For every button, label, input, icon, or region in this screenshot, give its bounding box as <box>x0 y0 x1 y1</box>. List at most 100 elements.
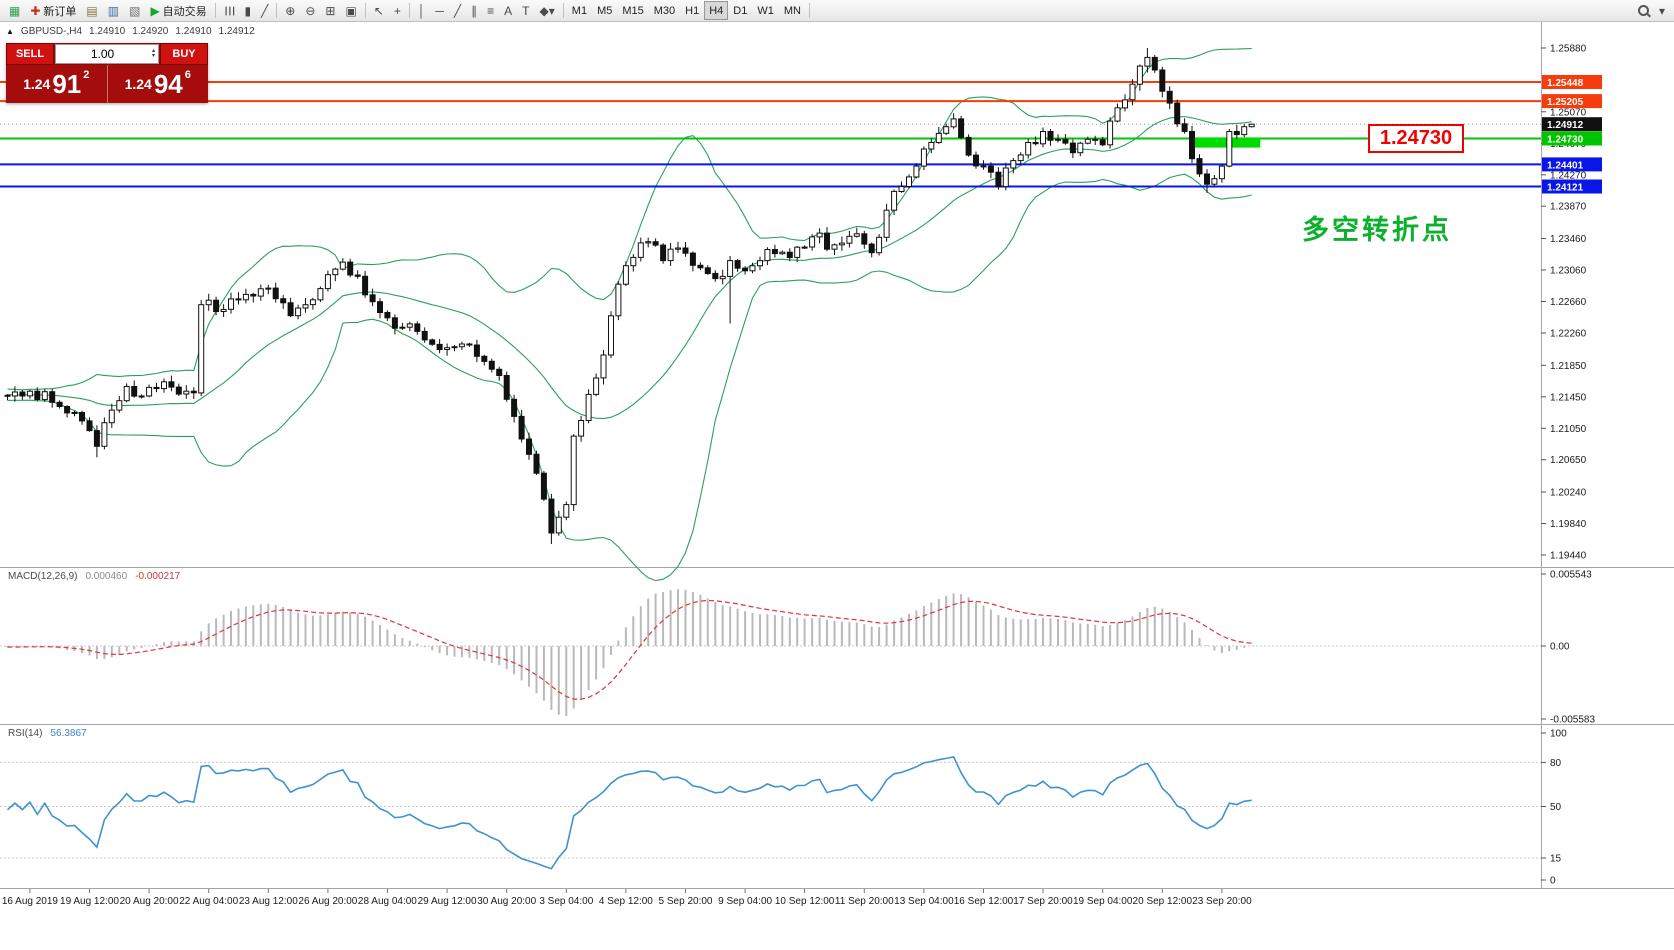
panel-separators[interactable] <box>0 567 1674 889</box>
svg-text:13 Sep 04:00: 13 Sep 04:00 <box>894 896 954 907</box>
chart-symbol-header: ▲ GBPUSD-,H4 1.24910 1.24920 1.24910 1.2… <box>6 26 255 37</box>
macd-main-value: 0.000460 <box>85 571 128 582</box>
volume-spin-down-icon[interactable]: ▾ <box>151 53 155 59</box>
chart-window[interactable]: 1.258801.250701.246701.242701.238701.234… <box>0 22 1674 950</box>
volume-spin-up-icon[interactable]: ▴ <box>151 48 155 54</box>
buy-button[interactable]: BUY <box>160 43 208 65</box>
timeframe-d1-button[interactable]: D1 <box>728 1 752 20</box>
horizontal-line-objects <box>0 81 1541 188</box>
text-icon[interactable]: A <box>499 1 517 20</box>
svg-text:30 Aug 20:00: 30 Aug 20:00 <box>477 896 536 907</box>
chart-profiles-icon-glyph: ▤ <box>86 3 98 18</box>
magnifier-glass-icon <box>1637 5 1649 16</box>
svg-text:23 Aug 12:00: 23 Aug 12:00 <box>239 896 298 907</box>
timeframe-m5-button[interactable]: M5 <box>592 1 617 20</box>
vertical-line-icon[interactable]: │ <box>413 1 431 20</box>
svg-text:0.005543: 0.005543 <box>1550 570 1592 581</box>
svg-text:16 Aug 2019: 16 Aug 2019 <box>2 896 59 907</box>
navigator-icon[interactable]: ▧ <box>124 1 145 20</box>
toolbar-more-icon-glyph: ▾ <box>1658 3 1665 18</box>
macd-indicator-label: MACD(12,26,9) 0.000460 -0.000217 <box>8 571 180 582</box>
new-order-button-label: 新订单 <box>43 5 77 18</box>
timeframe-m15-button-label: M15 <box>622 4 644 17</box>
one-click-trading-panel: SELL ▴ ▾ BUY 1.24 91 2 1.24 <box>6 43 208 103</box>
horizontal-line-icon[interactable]: ─ <box>430 1 449 20</box>
svg-text:1.19440: 1.19440 <box>1550 551 1587 562</box>
new-order-button[interactable]: ✚ 新订单 <box>25 1 81 20</box>
timeframe-h1-button[interactable]: H1 <box>680 1 704 20</box>
timeframe-h4-button[interactable]: H4 <box>704 1 729 20</box>
svg-text:19 Sep 04:00: 19 Sep 04:00 <box>1073 896 1133 907</box>
timeframe-w1-button-label: W1 <box>757 4 774 17</box>
sell-price-point: 2 <box>83 69 90 81</box>
app-logo-icon-glyph: ▦ <box>9 3 21 18</box>
label-icon-glyph: T <box>522 3 530 18</box>
zoom-out-icon[interactable]: ⊖ <box>300 1 320 20</box>
volume-spinner[interactable]: ▴ ▾ <box>149 48 158 59</box>
shapes-dropdown-icon[interactable]: ◆▾ <box>535 1 560 20</box>
toolbar-more-icon[interactable]: ▾ <box>1654 1 1670 20</box>
candlestick-type-icon[interactable]: ▮ <box>239 1 256 20</box>
autotrading-button[interactable]: ▶ 自动交易 <box>145 1 211 20</box>
svg-text:1.24730: 1.24730 <box>1547 135 1584 146</box>
label-icon[interactable]: T <box>517 1 534 20</box>
svg-text:1.21850: 1.21850 <box>1550 361 1587 372</box>
zoom-in-icon-glyph: ⊕ <box>285 3 296 18</box>
time-axis[interactable]: 16 Aug 2019 19 Aug 12:00 20 Aug 20:00 22 Au… <box>2 889 1252 907</box>
trendline-icon[interactable]: ╱ <box>449 1 466 20</box>
ohlc-low: 1.24910 <box>175 26 212 37</box>
ohlc-close: 1.24912 <box>218 26 255 37</box>
macd-signal-line <box>7 599 1252 700</box>
channel-icon[interactable]: ∥ <box>466 1 482 20</box>
buy-price-pips: 94 <box>153 69 183 99</box>
svg-text:1.20240: 1.20240 <box>1550 488 1587 499</box>
svg-text:29 Aug 12:00: 29 Aug 12:00 <box>418 896 477 907</box>
price-tags: 1.25448 1.25205 1.24730 1.24401 1.24121 1.249… <box>1542 75 1602 194</box>
timeframe-m15-button[interactable]: M15 <box>617 1 648 20</box>
svg-text:10 Sep 12:00: 10 Sep 12:00 <box>775 896 835 907</box>
cursor-icon[interactable]: ↖ <box>369 1 389 20</box>
line-chart-type-icon[interactable]: ╱ <box>256 1 273 20</box>
volume-input[interactable] <box>56 47 149 61</box>
svg-text:1.24270: 1.24270 <box>1550 170 1587 181</box>
text-icon-glyph: A <box>504 3 513 18</box>
cascade-windows-icon[interactable]: ▣ <box>340 1 361 20</box>
chart-profiles-icon[interactable]: ▤ <box>81 1 102 20</box>
chart-canvas[interactable]: 1.258801.250701.246701.242701.238701.234… <box>0 22 1674 950</box>
timeframe-w1-button[interactable]: W1 <box>752 1 779 20</box>
candles-layer <box>4 48 1255 544</box>
fibonacci-icon-glyph: ≡ <box>487 3 495 18</box>
fibonacci-icon[interactable]: ≡ <box>482 1 499 20</box>
timeframe-d1-button-label: D1 <box>733 4 748 17</box>
svg-text:1.22260: 1.22260 <box>1550 329 1587 340</box>
svg-text:17 Sep 20:00: 17 Sep 20:00 <box>1013 896 1073 907</box>
crosshair-icon[interactable]: + <box>389 1 406 20</box>
market-watch-icon-glyph: ▥ <box>107 3 120 18</box>
market-watch-icon[interactable]: ▥ <box>103 1 124 20</box>
bar-chart-type-icon[interactable]: ☰ <box>219 1 240 20</box>
search-icon[interactable] <box>1633 1 1654 20</box>
app-logo-icon[interactable]: ▦ <box>4 1 25 20</box>
timeframe-mn-button[interactable]: MN <box>779 1 806 20</box>
svg-text:80: 80 <box>1550 758 1562 769</box>
candlestick-type-icon-glyph: ▮ <box>244 3 252 18</box>
timeframe-m1-button[interactable]: M1 <box>567 1 592 20</box>
symbol-period-label: GBPUSD-,H4 <box>20 26 83 37</box>
sell-price-pips: 91 <box>52 69 82 99</box>
tile-windows-icon[interactable]: ⊞ <box>320 1 340 20</box>
svg-text:0.00: 0.00 <box>1550 642 1570 653</box>
svg-text:1.24401: 1.24401 <box>1547 160 1584 171</box>
one-click-collapse-arrow[interactable]: ▲ <box>6 27 14 36</box>
buy-price-button[interactable]: 1.24 94 6 <box>106 65 209 103</box>
rsi-indicator-label: RSI(14) 56.3867 <box>8 728 87 739</box>
channel-icon-glyph: ∥ <box>471 3 478 18</box>
svg-text:22 Aug 04:00: 22 Aug 04:00 <box>179 896 238 907</box>
tile-windows-icon-glyph: ⊞ <box>325 3 336 18</box>
svg-text:1.21050: 1.21050 <box>1550 424 1587 435</box>
sell-button[interactable]: SELL <box>6 43 54 65</box>
timeframe-m30-button[interactable]: M30 <box>649 1 680 20</box>
vertical-line-icon-glyph: │ <box>417 3 426 18</box>
zoom-in-icon[interactable]: ⊕ <box>280 1 300 20</box>
sell-price-button[interactable]: 1.24 91 2 <box>6 65 107 103</box>
